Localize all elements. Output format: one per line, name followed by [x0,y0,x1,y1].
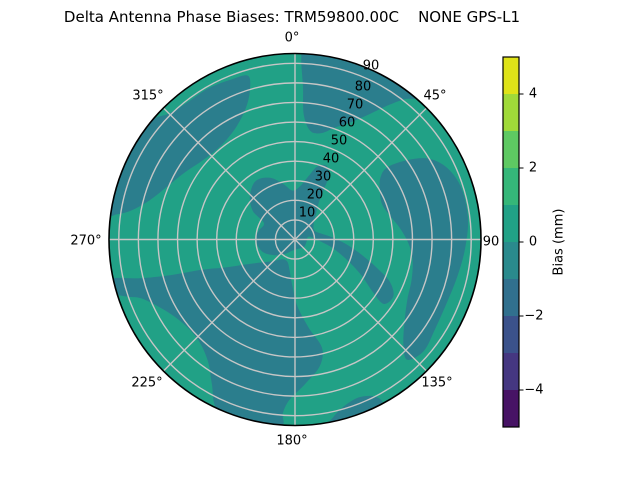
angular-tick-45: 45° [423,88,447,104]
radial-tick-80: 80 [354,79,372,95]
colorbar-tick-neg4: −4 [524,382,544,398]
radial-tick-50: 50 [330,133,348,149]
colorbar-tick-4: 4 [528,86,538,102]
negative-bias-regions [110,53,469,426]
angular-tick-225: 225° [131,375,163,391]
colorbar-band [503,390,519,427]
colorbar-band [503,279,519,316]
polar-rim [108,52,482,427]
radial-tick-60: 60 [338,115,356,131]
page-title: Delta Antenna Phase Biases: TRM59800.00C… [63,8,521,26]
polar-grid [109,53,481,426]
colorbar-axis-label: Bias (mm) [551,208,567,276]
colorbar-band [503,94,519,131]
angular-tick-180: 180° [276,433,308,449]
colorbar-band [503,205,519,242]
angular-tick-90: 90 [482,234,500,250]
colorbar-band [503,57,519,94]
contour-region-sw-mass-and-bottom-arm [111,259,323,426]
angular-tick-270: 270° [70,233,102,249]
radial-tick-40: 40 [322,151,340,167]
angular-tick-315: 315° [132,88,164,104]
colorbar [502,56,524,428]
colorbar-tick-2: 2 [528,160,538,176]
contour-region-bottom-rim-patch [329,395,383,423]
colorbar-band [503,131,519,168]
colorbar-band [503,168,519,205]
colorbar-tick-neg2: −2 [524,308,544,324]
colorbar-band [503,242,519,279]
contour-region-right-band [379,158,469,360]
radial-tick-90: 90 [362,58,380,74]
contour-region-center-pinwheel [249,164,394,304]
radial-tick-70: 70 [346,97,364,113]
colorbar-tick-0: 0 [528,234,538,250]
radial-tick-10: 10 [298,205,316,221]
radial-tick-30: 30 [314,169,332,185]
angular-tick-0: 0° [284,30,300,46]
contour-region-ne-outer-band [301,53,416,134]
angular-tick-135: 135° [421,375,453,391]
radial-tick-20: 20 [306,187,324,203]
contour-region-nw-outer-band [110,75,251,216]
colorbar-band [503,316,519,353]
colorbar-band [503,353,519,390]
